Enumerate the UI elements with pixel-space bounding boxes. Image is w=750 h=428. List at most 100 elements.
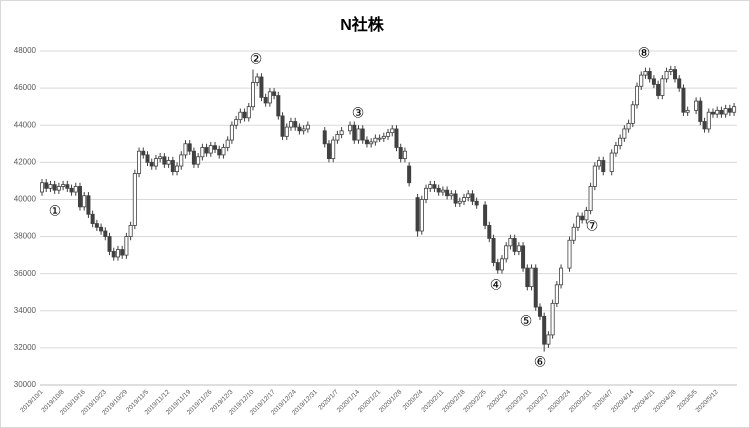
candle-body <box>584 210 589 221</box>
candle-body <box>250 82 255 108</box>
candle-body <box>597 160 602 167</box>
annotation: ③ <box>352 105 365 121</box>
candle-body <box>234 119 239 126</box>
candle-body <box>94 223 99 228</box>
candle-body <box>229 124 234 141</box>
candle-body <box>191 150 196 165</box>
candle-body <box>668 69 673 72</box>
candle-body <box>200 147 205 158</box>
candle-body <box>111 250 116 258</box>
candle-body <box>107 236 112 252</box>
candle-body <box>259 76 264 98</box>
candle-body <box>474 200 479 206</box>
candle-body <box>537 306 542 317</box>
candle-body <box>457 200 462 204</box>
candle-body <box>115 249 120 258</box>
candle-body <box>436 187 441 193</box>
candle-body <box>137 150 142 174</box>
candle-body <box>694 100 699 111</box>
candle-body <box>546 334 551 345</box>
candle-body <box>415 197 420 232</box>
candle-body <box>179 154 184 167</box>
candle-body <box>554 284 559 304</box>
annotation: ② <box>250 51 263 67</box>
candle-body <box>221 147 226 156</box>
candle-body <box>685 109 690 113</box>
candle-body <box>149 161 154 167</box>
candle-body <box>559 267 564 286</box>
candle-body <box>445 189 450 197</box>
candle-body <box>732 106 737 113</box>
candle-body <box>166 160 171 165</box>
candle-body <box>132 173 137 226</box>
y-tick-label: 32000 <box>14 343 37 352</box>
candle-body <box>656 84 661 96</box>
candle-body <box>246 106 251 119</box>
candle-body <box>647 71 652 80</box>
candle-body <box>153 158 158 167</box>
candle-body <box>499 258 504 271</box>
candle-body <box>301 128 306 132</box>
candle-body <box>276 95 281 117</box>
y-tick-label: 38000 <box>14 232 37 241</box>
annotation: ⑥ <box>534 354 547 370</box>
candle-body <box>77 186 82 208</box>
candle-body <box>533 267 538 308</box>
candle-body <box>588 186 593 211</box>
candle-body <box>99 226 104 232</box>
candle-body <box>196 156 201 165</box>
candle-body <box>162 156 167 165</box>
candle-body <box>575 215 580 228</box>
candle-body <box>491 238 496 263</box>
candle-body <box>719 109 724 115</box>
candle-body <box>335 134 340 141</box>
candle-body <box>364 139 369 145</box>
candle-body <box>664 71 669 80</box>
candle-body <box>217 148 222 156</box>
candle-body <box>255 76 260 83</box>
candle-body <box>580 215 585 221</box>
candle-body <box>601 160 606 173</box>
candle-body <box>103 230 108 237</box>
candle-body <box>710 111 715 115</box>
candle-body <box>44 182 49 189</box>
candle-body <box>284 126 289 137</box>
candle-body <box>238 111 243 121</box>
candle-body <box>394 128 399 148</box>
candle-body <box>280 115 285 137</box>
candle-body <box>419 199 424 232</box>
candle-body <box>495 262 500 271</box>
candle-body <box>643 71 648 76</box>
candle-body <box>613 145 618 154</box>
candle-body <box>706 111 711 130</box>
candle-body <box>660 78 665 96</box>
candle-body <box>90 213 95 224</box>
candle-body <box>369 141 374 145</box>
candle-body <box>352 124 357 141</box>
annotation: ⑤ <box>520 313 533 329</box>
candle-body <box>69 187 74 193</box>
candle-body <box>639 74 644 87</box>
candle-body <box>339 130 344 135</box>
candle-body <box>571 226 576 241</box>
candle-body <box>373 137 378 143</box>
candle-body <box>331 139 336 160</box>
candle-body <box>40 182 45 193</box>
candle-body <box>723 108 728 115</box>
candle-body <box>702 121 707 130</box>
candle-body <box>73 186 78 193</box>
candle-body <box>592 165 597 187</box>
candle-body <box>681 87 686 113</box>
candle-body <box>449 193 454 197</box>
y-tick-label: 42000 <box>14 157 37 166</box>
candle-body <box>618 137 623 147</box>
candle-body <box>516 245 521 252</box>
candle-body <box>272 91 277 96</box>
candle-body <box>183 143 188 156</box>
candle-body <box>727 108 732 113</box>
candle-body <box>381 135 386 139</box>
candle-body <box>86 195 91 215</box>
candle-body <box>386 132 391 137</box>
candle-body <box>550 302 555 336</box>
candle-body <box>461 197 466 202</box>
